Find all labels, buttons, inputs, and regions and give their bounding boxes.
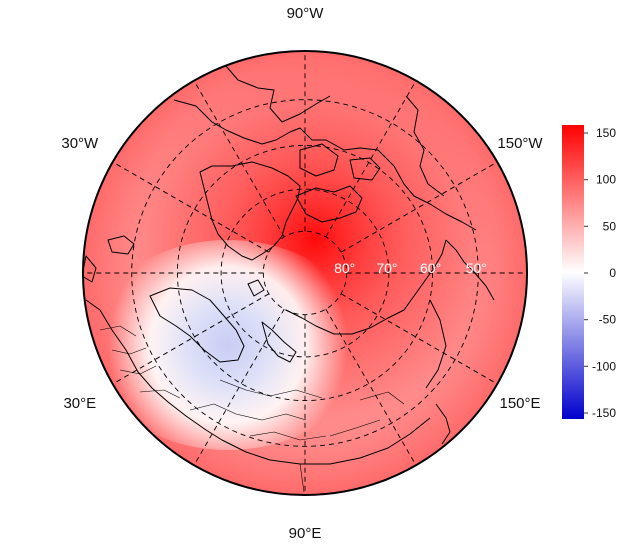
colorbar-ticks: 150 100 50 0 -50 -100 -150 — [584, 126, 616, 420]
colorbar-tick-label: 50 — [603, 219, 617, 233]
graticule-meridian — [112, 161, 270, 253]
latitude-labels: 80° 70° 60° 50° — [334, 260, 487, 276]
colorbar-tick-label: 150 — [596, 126, 616, 140]
coastline-kamchatka — [425, 299, 447, 389]
coastline-hudson-bay — [225, 65, 331, 123]
graticule-latitude-circle — [131, 99, 479, 447]
graticule-latitude-circle — [220, 188, 390, 358]
colorbar-tick-label: 0 — [609, 266, 616, 280]
latitude-label: 50° — [466, 260, 487, 276]
coastline-victoria — [349, 157, 381, 181]
colorbar: 150 100 50 0 -50 -100 -150 — [562, 125, 616, 420]
latitude-label: 60° — [420, 260, 441, 276]
longitude-labels: 90°W 150°W 30°W 30°E 150°E 90°E — [61, 5, 543, 542]
coastline-scandinavia — [149, 287, 245, 363]
map-boundary — [82, 50, 528, 496]
coastline-siberia-east — [445, 239, 495, 301]
coastline-ellesmere — [295, 185, 363, 223]
colorbar-ramp — [562, 125, 584, 419]
latitude-label: 80° — [334, 260, 355, 276]
colorbar-tick-label: 100 — [596, 173, 616, 187]
coastline-japan — [435, 403, 451, 445]
coastline-north-america — [173, 99, 477, 231]
longitude-label: 30°E — [63, 395, 96, 412]
graticule-meridian — [340, 293, 498, 385]
coastlines — [83, 65, 495, 493]
coastline-svalbard — [247, 279, 265, 297]
coastline-europe — [85, 299, 223, 441]
anomaly-field — [83, 51, 527, 495]
coastline-baffin — [299, 143, 339, 177]
coastline-alaska — [405, 95, 445, 197]
coastline-novaya-zemlya — [261, 321, 297, 363]
coastline-asia-south — [221, 417, 431, 465]
graticule-meridian — [340, 161, 498, 253]
longitude-label: 90°W — [287, 5, 325, 22]
colorbar-tick-label: -150 — [592, 406, 616, 420]
colorbar-tick-label: -100 — [592, 359, 616, 373]
graticule-meridian — [325, 80, 417, 238]
longitude-label: 30°W — [61, 135, 99, 152]
colorbar-tick-label: -50 — [599, 313, 617, 327]
graticule-meridian — [193, 80, 285, 238]
coastline-siberia — [285, 239, 447, 335]
longitude-label: 150°E — [499, 395, 540, 412]
graticule — [83, 51, 527, 495]
longitude-label: 150°W — [497, 135, 543, 152]
graticule-meridian — [193, 308, 285, 466]
field-minimum — [88, 240, 368, 450]
longitude-label: 90°E — [289, 525, 322, 542]
latitude-label: 70° — [376, 260, 397, 276]
graticule-meridian — [112, 293, 270, 385]
graticule-meridian — [325, 308, 417, 466]
coastline-greenland — [199, 161, 301, 261]
